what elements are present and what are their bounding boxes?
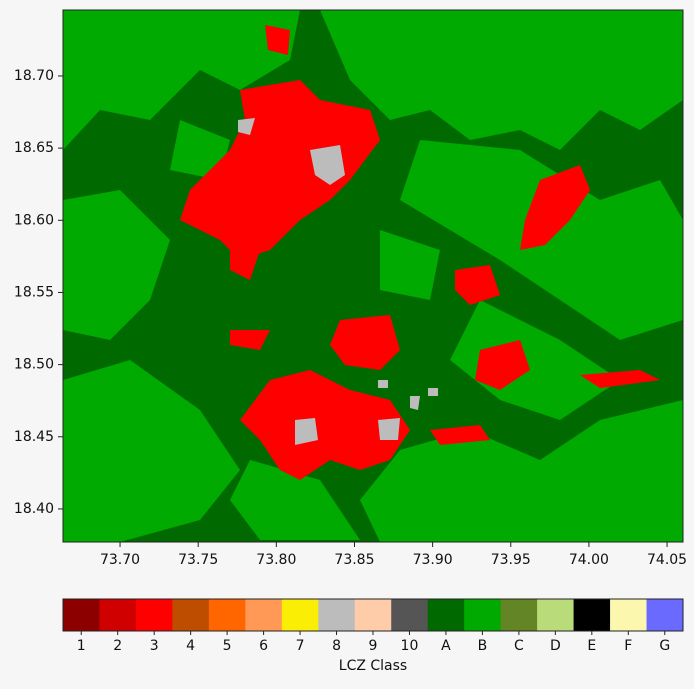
colorbar-swatch: [354, 599, 392, 631]
colorbar-tick-label: G: [659, 638, 670, 654]
colorbar-swatch: [208, 599, 246, 631]
lcz-raster: [63, 10, 683, 542]
colorbar-swatch: [135, 599, 173, 631]
colorbar-tick-label: 2: [113, 638, 122, 654]
x-tick-label: 73.90: [413, 552, 453, 568]
colorbar-tick-label: 7: [296, 638, 305, 654]
colorbar-tick-label: F: [624, 638, 632, 654]
colorbar-swatch: [500, 599, 538, 631]
colorbar-tick-label: B: [478, 638, 488, 654]
colorbar-swatch: [537, 599, 575, 631]
colorbar-tick-label: C: [514, 638, 524, 654]
colorbar-swatch: [573, 599, 611, 631]
colorbar-tick-label: 6: [259, 638, 268, 654]
colorbar-label: LCZ Class: [339, 658, 407, 674]
colorbar-tick-label: 1: [77, 638, 86, 654]
colorbar-swatch: [245, 599, 283, 631]
class-8-areas: [238, 118, 438, 445]
x-tick-label: 73.80: [256, 552, 296, 568]
colorbar-tick-label: 3: [150, 638, 159, 654]
x-tick-label: 74.05: [647, 552, 687, 568]
y-tick-label: 18.50: [14, 357, 54, 373]
colorbar-swatch: [172, 599, 210, 631]
plot-frame: [62, 9, 684, 543]
colorbar-tick-label: D: [550, 638, 561, 654]
x-tick-label: 74.00: [569, 552, 609, 568]
colorbar-tick-label: 10: [401, 638, 419, 654]
y-tick-label: 18.40: [14, 501, 54, 517]
axes: 73.70 73.75 73.80 73.85 73.90 73.95 74.00 74.05…: [14, 68, 687, 568]
colorbar-swatch: [63, 599, 100, 631]
colorbar-swatch: [610, 599, 648, 631]
colorbar-swatch: [464, 599, 502, 631]
colorbar-tick-label: 4: [186, 638, 195, 654]
x-tick-label: 73.95: [491, 552, 531, 568]
colorbar-tick-label: 8: [332, 638, 341, 654]
colorbar: 1 2 3 4 5 6 7 8 9 10 A B C D E F G: [62, 598, 684, 654]
colorbar-swatch: [99, 599, 137, 631]
colorbar-tick-label: 9: [369, 638, 378, 654]
colorbar-swatch: [281, 599, 319, 631]
colorbar-tick-label: 5: [223, 638, 232, 654]
y-tick-label: 18.65: [14, 140, 54, 156]
colorbar-tick-label: E: [587, 638, 596, 654]
x-tick-label: 73.70: [100, 552, 140, 568]
colorbar-frame: [62, 598, 684, 632]
colorbar-tick-label: A: [441, 638, 451, 654]
colorbar-swatch: [646, 599, 684, 631]
class-3-areas: [180, 25, 660, 480]
colorbar-swatch: [427, 599, 465, 631]
colorbar-swatch: [318, 599, 356, 631]
x-tick-label: 73.85: [334, 552, 374, 568]
y-tick-label: 18.45: [14, 429, 54, 445]
y-tick-label: 18.60: [14, 212, 54, 228]
y-tick-label: 18.70: [14, 68, 54, 84]
colorbar-swatch: [391, 599, 429, 631]
x-tick-label: 73.75: [178, 552, 218, 568]
y-tick-label: 18.55: [14, 284, 54, 300]
